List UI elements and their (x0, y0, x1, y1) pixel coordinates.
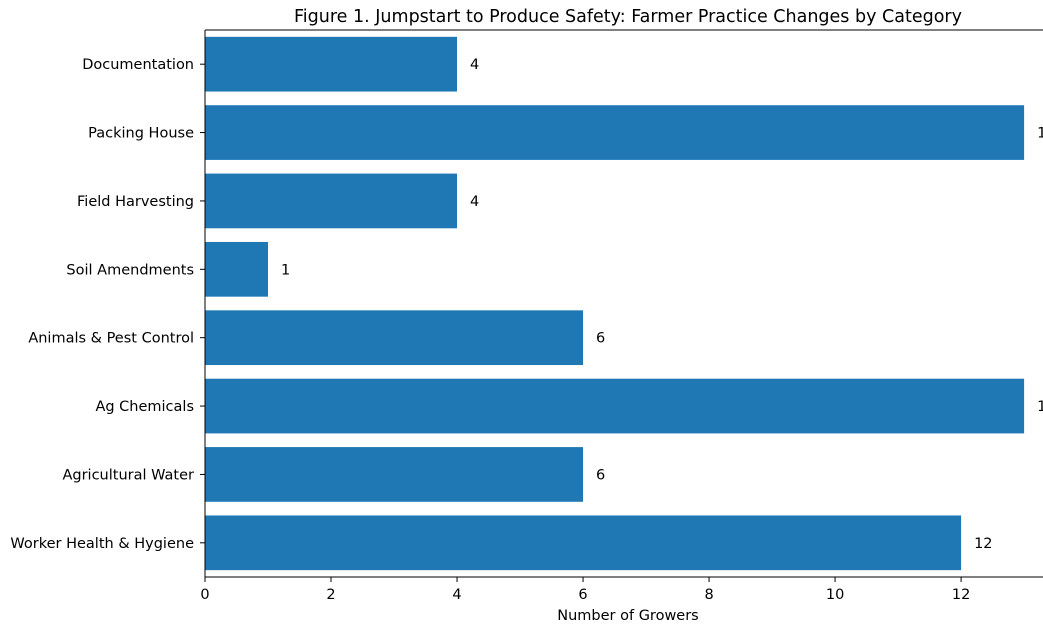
x-tick-label: 10 (826, 587, 844, 603)
bar (205, 241, 269, 297)
y-tick-label: Soil Amendments (66, 262, 194, 278)
bar (205, 378, 1025, 434)
data-label: 6 (596, 467, 605, 483)
data-label: 4 (470, 194, 479, 210)
x-axis-label: Number of Growers (557, 608, 699, 624)
data-label: 13 (1037, 399, 1043, 415)
data-label: 6 (596, 331, 605, 347)
y-tick-label: Worker Health & Hygiene (10, 536, 194, 552)
x-axis-ticks: 0 2 4 6 8 10 12 (200, 577, 970, 603)
data-label: 4 (470, 57, 479, 73)
x-tick-label: 0 (200, 587, 209, 603)
x-tick-label: 2 (326, 587, 335, 603)
bar (205, 447, 584, 502)
bars-layer (205, 36, 1025, 571)
y-tick-label: Animals & Pest Control (28, 331, 194, 347)
x-tick-label: 6 (578, 587, 587, 603)
data-label: 12 (974, 536, 992, 552)
y-axis-ticks: Worker Health & Hygiene Agricultural Wate… (10, 57, 205, 552)
y-tick-label: Ag Chemicals (95, 399, 194, 415)
bar (205, 36, 458, 92)
bar (205, 105, 1025, 160)
y-tick-label: Field Harvesting (77, 194, 194, 210)
data-label: 13 (1037, 126, 1043, 142)
data-labels-layer: 12 6 13 6 1 4 13 4 (281, 57, 1043, 552)
x-tick-label: 8 (704, 587, 713, 603)
x-tick-label: 4 (452, 587, 461, 603)
data-label: 1 (281, 262, 290, 278)
y-tick-label: Packing House (88, 126, 194, 142)
y-tick-label: Agricultural Water (62, 467, 194, 483)
bar (205, 173, 458, 229)
x-tick-label: 12 (952, 587, 970, 603)
bar (205, 515, 962, 571)
bar (205, 310, 584, 366)
axes-frame (204, 29, 1043, 578)
chart-title: Figure 1. Jumpstart to Produce Safety: F… (294, 7, 962, 27)
y-tick-label: Documentation (82, 57, 194, 73)
